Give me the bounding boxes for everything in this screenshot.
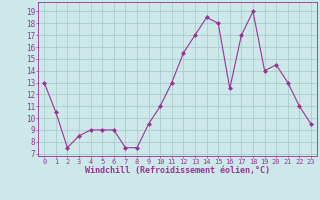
X-axis label: Windchill (Refroidissement éolien,°C): Windchill (Refroidissement éolien,°C) (85, 166, 270, 175)
